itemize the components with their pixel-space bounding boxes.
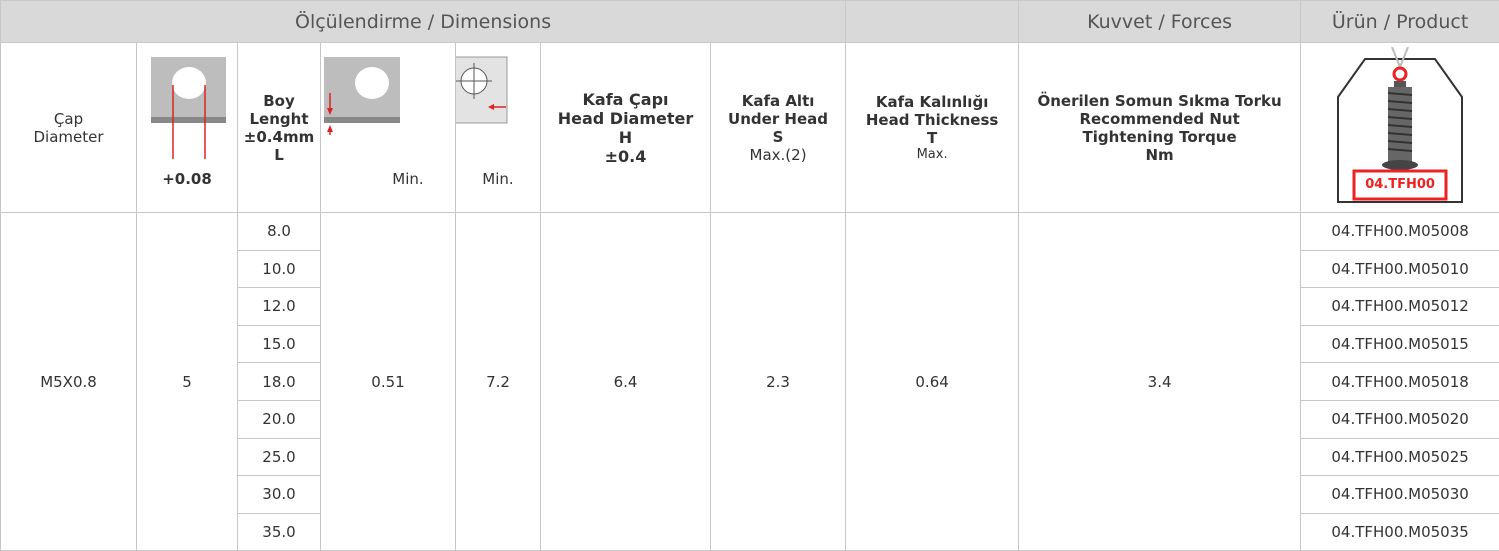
length-cell: 25.0 xyxy=(238,438,321,476)
value-cell: 0.64 xyxy=(846,213,1019,551)
product-code-cell: 04.TFH00.M05010 xyxy=(1301,250,1499,288)
header-line: Head Thickness xyxy=(846,111,1018,129)
value-cell: 3.4 xyxy=(1019,213,1301,551)
header-line: Min. xyxy=(321,170,455,188)
length-cell: 15.0 xyxy=(238,325,321,363)
header-line: Kafa Çapı xyxy=(541,90,710,109)
header-line: Önerilen Somun Sıkma Torku xyxy=(1019,92,1300,110)
col-header: Min. xyxy=(321,43,456,213)
col-header: 04.TFH00 xyxy=(1301,43,1499,213)
square-icon xyxy=(456,55,527,135)
group-header-blank xyxy=(846,1,1019,43)
product-code-cell: 04.TFH00.M05030 xyxy=(1301,476,1499,514)
product-code-cell: 04.TFH00.M05018 xyxy=(1301,363,1499,401)
value-cell: 0.51 xyxy=(321,213,456,551)
header-line: H xyxy=(541,128,710,147)
group-header: Ürün / Product xyxy=(1301,1,1499,43)
header-line: Head Diameter xyxy=(541,109,710,128)
header-line: ±0.4mm xyxy=(238,128,320,146)
header-line: Tightening Torque xyxy=(1019,128,1300,146)
header-line: Max. xyxy=(846,147,1018,162)
col-header: +0.08 xyxy=(137,43,238,213)
header-line: Max.(2) xyxy=(711,146,845,164)
header-line: Nm xyxy=(1019,146,1300,164)
product-code-cell: 04.TFH00.M05012 xyxy=(1301,288,1499,326)
header-line: Under Head xyxy=(711,110,845,128)
image-label: 04.TFH00 xyxy=(1301,177,1499,192)
length-cell: 8.0 xyxy=(238,213,321,251)
product-code-cell: 04.TFH00.M05035 xyxy=(1301,513,1499,551)
product-code-cell: 04.TFH00.M05025 xyxy=(1301,438,1499,476)
header-line: +0.08 xyxy=(137,170,237,188)
header-line: ±0.4 xyxy=(541,147,710,166)
diameter-cell: M5X0.8 xyxy=(1,213,137,551)
page: Ölçülendirme / Dimensions Kuvvet / Force… xyxy=(0,0,1499,551)
length-cell: 30.0 xyxy=(238,476,321,514)
hole-icon xyxy=(149,55,229,165)
thickness-icon xyxy=(322,55,402,135)
header-line: L xyxy=(238,146,320,164)
header-line: T xyxy=(846,129,1018,147)
group-header: Ölçülendirme / Dimensions xyxy=(1,1,846,43)
length-cell: 18.0 xyxy=(238,363,321,401)
product-code-cell: 04.TFH00.M05015 xyxy=(1301,325,1499,363)
hole-cell: 5 xyxy=(137,213,238,551)
length-cell: 12.0 xyxy=(238,288,321,326)
group-header: Kuvvet / Forces xyxy=(1019,1,1301,43)
header-line: S xyxy=(711,128,845,146)
header-line: Boy xyxy=(238,92,320,110)
length-cell: 20.0 xyxy=(238,400,321,438)
product-code-cell: 04.TFH00.M05020 xyxy=(1301,400,1499,438)
header-line: Min. xyxy=(456,170,540,188)
col-header: Min. xyxy=(456,43,541,213)
value-cell: 2.3 xyxy=(711,213,846,551)
spec-table: Ölçülendirme / Dimensions Kuvvet / Force… xyxy=(0,0,1499,551)
value-cell: 6.4 xyxy=(541,213,711,551)
header-line: Çap xyxy=(1,110,136,128)
header-line: Lenght xyxy=(238,110,320,128)
value-cell: 7.2 xyxy=(456,213,541,551)
length-cell: 10.0 xyxy=(238,250,321,288)
header-line: Kafa Altı xyxy=(711,92,845,110)
product-code-cell: 04.TFH00.M05008 xyxy=(1301,213,1499,251)
header-line: Kafa Kalınlığı xyxy=(846,93,1018,111)
length-cell: 35.0 xyxy=(238,513,321,551)
header-line: Recommended Nut xyxy=(1019,110,1300,128)
header-line: Diameter xyxy=(1,128,136,146)
